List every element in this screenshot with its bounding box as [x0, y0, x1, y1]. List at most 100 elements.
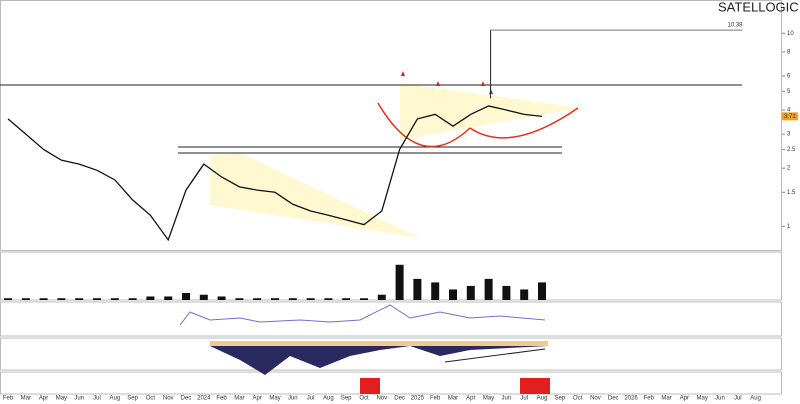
- last-value-label: 3.71: [784, 114, 796, 120]
- x-tick-label: Sep: [341, 396, 352, 402]
- chart-title: SATELLOGIC INC.: [718, 0, 800, 14]
- x-tick-label: Nov: [163, 396, 174, 402]
- y-tick-label: 2.5: [787, 147, 796, 153]
- arc: [377, 102, 471, 148]
- x-tick-label: Mar: [661, 396, 671, 402]
- last-value-tag: [782, 112, 798, 121]
- x-tick-label: Nov: [590, 396, 601, 402]
- x-tick-label: Jun: [288, 396, 298, 402]
- x-tick-label: Jun: [502, 396, 512, 402]
- volume-bar: [324, 298, 333, 300]
- wedge: [400, 83, 580, 140]
- volume-bar: [306, 298, 315, 300]
- volume-bar: [235, 298, 244, 300]
- y-tick-label: 4: [787, 108, 791, 114]
- high-label: 10.38: [727, 23, 743, 29]
- volume-bar: [288, 298, 297, 300]
- volume-bar: [342, 298, 351, 300]
- indicator-band: [210, 341, 548, 346]
- x-tick-label: Jul: [734, 396, 742, 402]
- arc: [469, 107, 579, 139]
- volume-bar: [484, 278, 493, 300]
- x-tick-label: Jun: [715, 396, 725, 402]
- volume-bar: [182, 292, 190, 300]
- volume-bar: [253, 298, 262, 300]
- volume-bar: [466, 285, 475, 300]
- signal-block: [360, 378, 380, 394]
- x-tick-label: Apr: [466, 396, 475, 402]
- x-tick-label: May: [269, 396, 280, 402]
- price-line: [7, 105, 543, 242]
- indicator-panel: [0, 301, 782, 337]
- y-tick-label: 10: [787, 31, 794, 37]
- volume-bar: [431, 282, 440, 300]
- volume-bar: [449, 289, 457, 300]
- x-tick-label: Apr: [680, 396, 689, 402]
- x-tick-label: Oct: [359, 396, 369, 402]
- x-tick-label: 2026: [624, 396, 638, 402]
- x-tick-label: 2025: [411, 396, 425, 402]
- volume-bar: [520, 289, 529, 300]
- x-tick-label: Sep: [127, 396, 138, 402]
- x-tick-label: Aug: [109, 396, 120, 402]
- x-tick-label: Oct: [146, 396, 156, 402]
- y-tick-label: 6: [787, 74, 791, 80]
- x-tick-label: Apr: [253, 396, 262, 402]
- x-tick-label: Feb: [430, 396, 441, 402]
- indicator-panel: [0, 371, 782, 395]
- volume-bar: [164, 296, 173, 300]
- x-tick-label: 2024: [197, 396, 211, 402]
- volume-panel: [0, 251, 782, 301]
- volume-bar: [199, 294, 208, 300]
- volume-bar: [93, 298, 101, 300]
- y-tick-label: 8: [787, 50, 791, 56]
- y-tick-label: 1: [787, 224, 791, 230]
- volume-bar: [21, 298, 30, 300]
- x-tick-label: Aug: [537, 396, 548, 402]
- volume-bar: [57, 298, 66, 300]
- x-tick-label: Sep: [554, 396, 565, 402]
- volume-bar: [502, 285, 511, 300]
- volume-bar: [110, 298, 119, 300]
- trend-line: [444, 348, 546, 363]
- indicator-line: [179, 304, 546, 326]
- volume-bar: [377, 294, 386, 300]
- volume-bar: [395, 264, 404, 300]
- x-tick-label: Aug: [750, 396, 761, 402]
- x-tick-label: Jul: [307, 396, 315, 402]
- x-tick-label: Mar: [21, 396, 31, 402]
- x-tick-label: May: [56, 396, 67, 402]
- volume-bar: [217, 296, 226, 300]
- x-tick-label: Jul: [93, 396, 101, 402]
- x-tick-label: Feb: [3, 396, 14, 402]
- x-tick-label: Mar: [448, 396, 458, 402]
- x-tick-label: Mar: [234, 396, 244, 402]
- x-tick-label: Dec: [608, 396, 619, 402]
- marker: [481, 81, 485, 86]
- x-tick-label: Dec: [181, 396, 192, 402]
- x-tick-label: Jul: [520, 396, 528, 402]
- volume-bar: [128, 298, 137, 300]
- x-tick-label: Aug: [323, 396, 334, 402]
- volume-bar: [271, 298, 279, 300]
- y-tick-label: 2: [787, 166, 791, 172]
- y-tick-label: 3: [787, 132, 791, 138]
- indicator-panel: [0, 337, 782, 371]
- volume-bar: [4, 298, 12, 300]
- indicator-area: [210, 346, 548, 375]
- wedge: [210, 153, 420, 238]
- signal-block: [520, 378, 550, 394]
- marker: [436, 81, 440, 86]
- x-tick-label: Dec: [394, 396, 405, 402]
- marker: [401, 71, 405, 76]
- volume-bar: [75, 298, 84, 300]
- y-tick-label: 5: [787, 89, 791, 95]
- volume-bar: [360, 298, 368, 300]
- x-tick-label: Feb: [216, 396, 227, 402]
- x-tick-label: Feb: [644, 396, 655, 402]
- x-tick-label: May: [483, 396, 494, 402]
- volume-bar: [538, 282, 546, 300]
- y-tick-label: 1.5: [787, 190, 796, 196]
